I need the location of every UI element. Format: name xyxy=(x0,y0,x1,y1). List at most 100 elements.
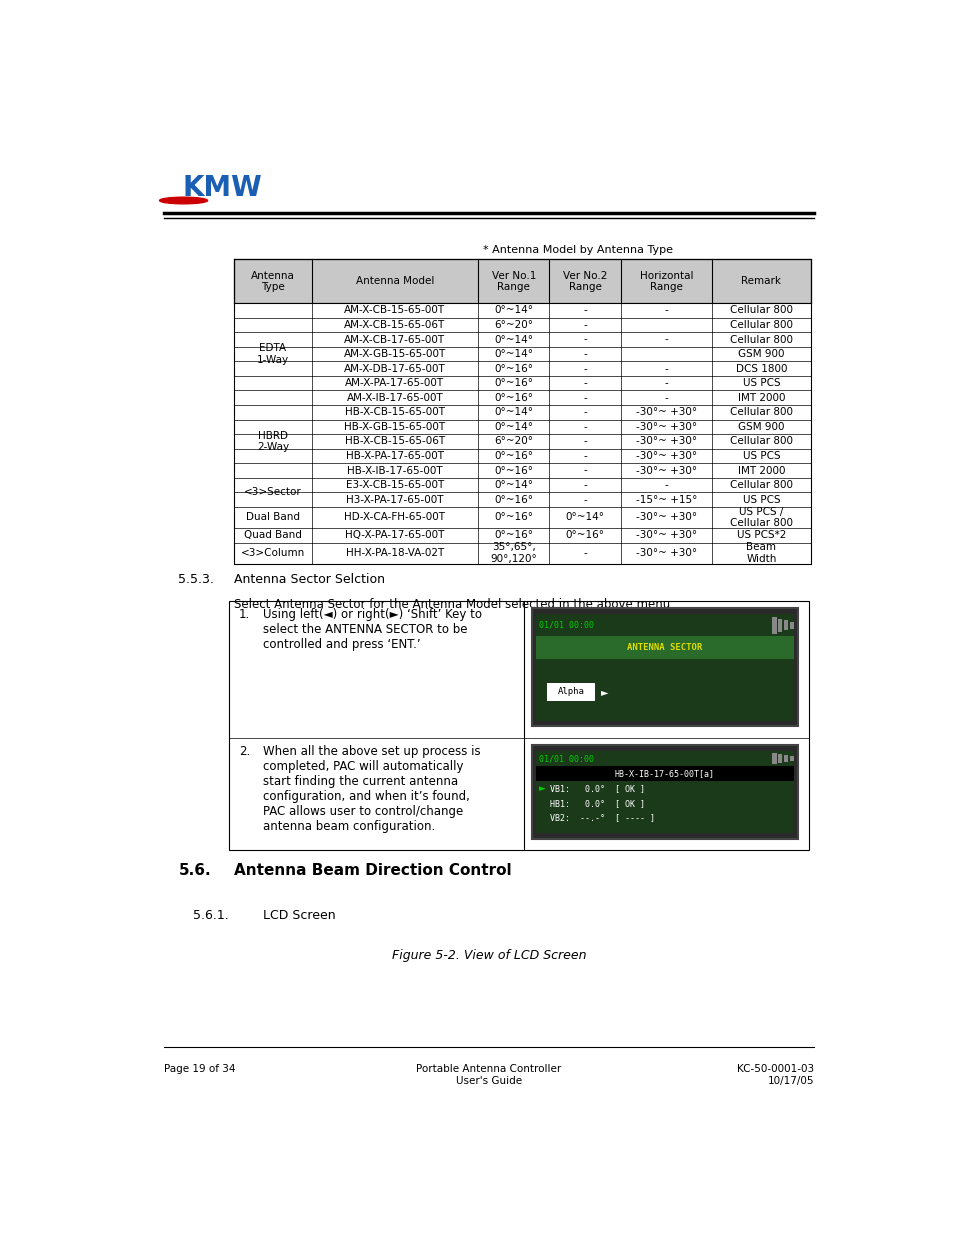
Text: HH-X-PA-18-VA-02T: HH-X-PA-18-VA-02T xyxy=(346,548,444,558)
Bar xyxy=(783,756,787,762)
Text: AM-X-PA-17-65-00T: AM-X-PA-17-65-00T xyxy=(345,378,444,388)
Bar xyxy=(233,506,810,529)
Bar xyxy=(233,529,312,542)
Text: HB-X-IB-17-65-00T: HB-X-IB-17-65-00T xyxy=(347,466,442,475)
Text: Ver No.2
Range: Ver No.2 Range xyxy=(562,270,606,293)
Text: 5.5.3.: 5.5.3. xyxy=(178,573,214,587)
Text: 0°~14°: 0°~14° xyxy=(494,480,533,490)
Bar xyxy=(536,636,793,658)
Text: 0°~14°: 0°~14° xyxy=(494,335,533,345)
Text: US PCS: US PCS xyxy=(741,378,780,388)
Text: Dual Band: Dual Band xyxy=(246,513,299,522)
Text: US PCS: US PCS xyxy=(741,451,780,461)
Text: Antenna Beam Direction Control: Antenna Beam Direction Control xyxy=(233,863,511,878)
Bar xyxy=(229,601,808,850)
Text: 0°~16°: 0°~16° xyxy=(494,513,533,522)
Bar xyxy=(233,529,810,542)
Text: IMT 2000: IMT 2000 xyxy=(737,393,784,403)
Text: ►: ► xyxy=(538,784,545,793)
Text: Antenna Sector Selction: Antenna Sector Selction xyxy=(233,573,384,587)
Bar xyxy=(531,609,797,726)
Text: -: - xyxy=(582,466,586,475)
Text: Using left(◄) or right(►) ‘Shift’ Key to
select the ANTENNA SECTOR to be
control: Using left(◄) or right(►) ‘Shift’ Key to… xyxy=(263,609,482,651)
Text: HD-X-CA-FH-65-00T: HD-X-CA-FH-65-00T xyxy=(344,513,445,522)
Text: Cellular 800: Cellular 800 xyxy=(729,436,792,446)
Text: 0°~16°: 0°~16° xyxy=(494,494,533,505)
Text: -30°~ +30°: -30°~ +30° xyxy=(635,530,697,541)
Text: AM-X-GB-15-65-00T: AM-X-GB-15-65-00T xyxy=(343,350,446,359)
Text: 0°~14°: 0°~14° xyxy=(494,422,533,432)
Bar xyxy=(233,405,810,420)
Bar xyxy=(233,375,810,390)
Text: DCS 1800: DCS 1800 xyxy=(735,363,786,374)
Bar xyxy=(233,478,810,493)
Text: 0°~16°: 0°~16° xyxy=(494,530,533,541)
Bar xyxy=(233,362,810,375)
Bar xyxy=(233,448,810,463)
Bar xyxy=(783,620,787,630)
Bar xyxy=(233,506,312,529)
Text: -30°~ +30°: -30°~ +30° xyxy=(635,513,697,522)
Text: VB2:  --.-°  [ ---- ]: VB2: --.-° [ ---- ] xyxy=(549,814,654,823)
Text: GSM 900: GSM 900 xyxy=(738,422,783,432)
Text: 0°~16°: 0°~16° xyxy=(494,451,533,461)
Text: US PCS: US PCS xyxy=(741,494,780,505)
Text: Portable Antenna Controller
User's Guide: Portable Antenna Controller User's Guide xyxy=(416,1065,561,1086)
Bar xyxy=(233,420,810,435)
Text: -: - xyxy=(582,335,586,345)
Bar xyxy=(536,658,793,680)
Text: HB-X-IB-17-65-00T[a]: HB-X-IB-17-65-00T[a] xyxy=(615,769,714,778)
Text: AM-X-CB-15-65-06T: AM-X-CB-15-65-06T xyxy=(344,320,445,330)
Text: 6°~20°: 6°~20° xyxy=(494,320,533,330)
Bar xyxy=(789,756,794,761)
Text: -: - xyxy=(664,335,667,345)
Text: -30°~ +30°: -30°~ +30° xyxy=(635,408,697,417)
Text: -: - xyxy=(582,305,586,315)
Text: 1.: 1. xyxy=(239,609,250,621)
Text: HQ-X-PA-17-65-00T: HQ-X-PA-17-65-00T xyxy=(345,530,444,541)
Text: HB-X-CB-15-65-06T: HB-X-CB-15-65-06T xyxy=(345,436,445,446)
Text: HB-X-PA-17-65-00T: HB-X-PA-17-65-00T xyxy=(346,451,443,461)
Text: AM-X-CB-17-65-00T: AM-X-CB-17-65-00T xyxy=(344,335,445,345)
Text: HB1:   0.0°  [ OK ]: HB1: 0.0° [ OK ] xyxy=(549,799,644,808)
Text: H3-X-PA-17-65-00T: H3-X-PA-17-65-00T xyxy=(346,494,443,505)
Text: GSM 900: GSM 900 xyxy=(738,350,783,359)
Bar xyxy=(536,614,793,721)
Text: 2.: 2. xyxy=(239,746,250,758)
Text: HBRD
2-Way: HBRD 2-Way xyxy=(256,431,289,452)
Bar xyxy=(778,619,781,632)
Text: 01/01 00:00: 01/01 00:00 xyxy=(538,621,594,630)
Text: HB-X-CB-15-65-00T: HB-X-CB-15-65-00T xyxy=(345,408,444,417)
Bar xyxy=(536,614,793,636)
Bar xyxy=(547,683,595,700)
Text: -: - xyxy=(664,393,667,403)
Text: -30°~ +30°: -30°~ +30° xyxy=(635,422,697,432)
Text: -: - xyxy=(664,378,667,388)
Text: AM-X-CB-15-65-00T: AM-X-CB-15-65-00T xyxy=(344,305,445,315)
Text: -: - xyxy=(582,422,586,432)
Bar xyxy=(536,766,793,781)
Text: AM-X-DB-17-65-00T: AM-X-DB-17-65-00T xyxy=(344,363,445,374)
Bar xyxy=(233,317,810,332)
Text: -: - xyxy=(582,548,586,558)
Text: Antenna
Type: Antenna Type xyxy=(251,270,294,293)
Text: 0°~14°: 0°~14° xyxy=(494,408,533,417)
Text: Cellular 800: Cellular 800 xyxy=(729,305,792,315)
Text: -30°~ +30°: -30°~ +30° xyxy=(635,548,697,558)
Text: When all the above set up process is
completed, PAC will automatically
start fin: When all the above set up process is com… xyxy=(263,746,480,834)
Text: 0°~14°: 0°~14° xyxy=(494,305,533,315)
Text: -: - xyxy=(582,408,586,417)
Text: Cellular 800: Cellular 800 xyxy=(729,480,792,490)
Text: 5.6.1.: 5.6.1. xyxy=(193,909,229,923)
Bar xyxy=(771,618,776,634)
Bar xyxy=(233,390,810,405)
Text: Alpha: Alpha xyxy=(558,688,584,697)
Text: US PCS*2: US PCS*2 xyxy=(736,530,785,541)
Bar xyxy=(233,332,810,347)
Text: Cellular 800: Cellular 800 xyxy=(729,335,792,345)
Text: ANTENNA SECTOR: ANTENNA SECTOR xyxy=(627,643,701,652)
Text: Page 19 of 34: Page 19 of 34 xyxy=(164,1065,234,1074)
Text: VB1:   0.0°  [ OK ]: VB1: 0.0° [ OK ] xyxy=(549,784,644,793)
Text: -: - xyxy=(582,378,586,388)
Ellipse shape xyxy=(159,198,208,204)
